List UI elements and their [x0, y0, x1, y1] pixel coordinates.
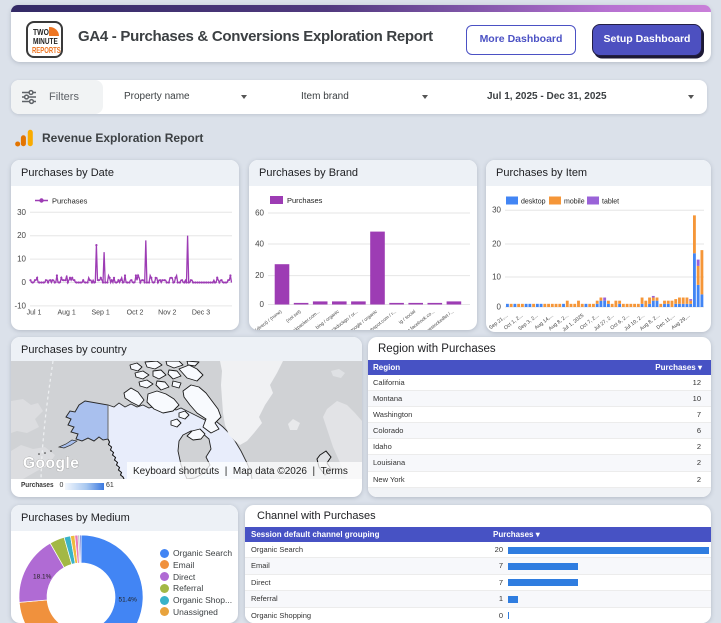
svg-text:30: 30: [492, 206, 501, 215]
svg-text:Google: Google: [23, 455, 79, 472]
svg-text:Dec 3: Dec 3: [192, 310, 210, 317]
svg-text:20: 20: [492, 240, 501, 249]
svg-text:18.1%: 18.1%: [33, 574, 52, 581]
svg-text:tablet: tablet: [602, 199, 619, 206]
svg-text:Aug 1: Aug 1: [57, 310, 75, 317]
svg-text:20: 20: [17, 231, 26, 240]
svg-text:20: 20: [255, 271, 264, 280]
svg-text:0: 0: [260, 300, 265, 309]
svg-text:-10: -10: [14, 301, 26, 310]
svg-text:30: 30: [17, 208, 26, 217]
svg-text:Purchases: Purchases: [287, 196, 323, 205]
svg-text:Purchases: Purchases: [52, 197, 88, 206]
svg-text:Jul 1: Jul 1: [27, 310, 42, 317]
svg-text:Keyboard shortcuts | Map dat: Keyboard shortcuts | Map data ©2026 | Te…: [133, 466, 348, 477]
svg-text:Nov 2: Nov 2: [158, 310, 176, 317]
svg-text:10: 10: [492, 273, 501, 282]
svg-text:0: 0: [22, 278, 27, 287]
svg-text:10: 10: [17, 255, 26, 264]
svg-text:0: 0: [497, 303, 502, 312]
svg-text:(not set): (not set): [285, 309, 302, 324]
svg-text:Sep 1: Sep 1: [91, 310, 109, 317]
svg-text:60: 60: [255, 209, 264, 218]
svg-text:mobile: mobile: [564, 199, 585, 206]
svg-text:Oct 2: Oct 2: [127, 310, 144, 317]
svg-text:40: 40: [255, 240, 264, 249]
svg-text:(direct) / (none): (direct) / (none): [254, 309, 283, 330]
svg-text:desktop: desktop: [521, 199, 546, 206]
svg-text:51.4%: 51.4%: [119, 597, 138, 604]
